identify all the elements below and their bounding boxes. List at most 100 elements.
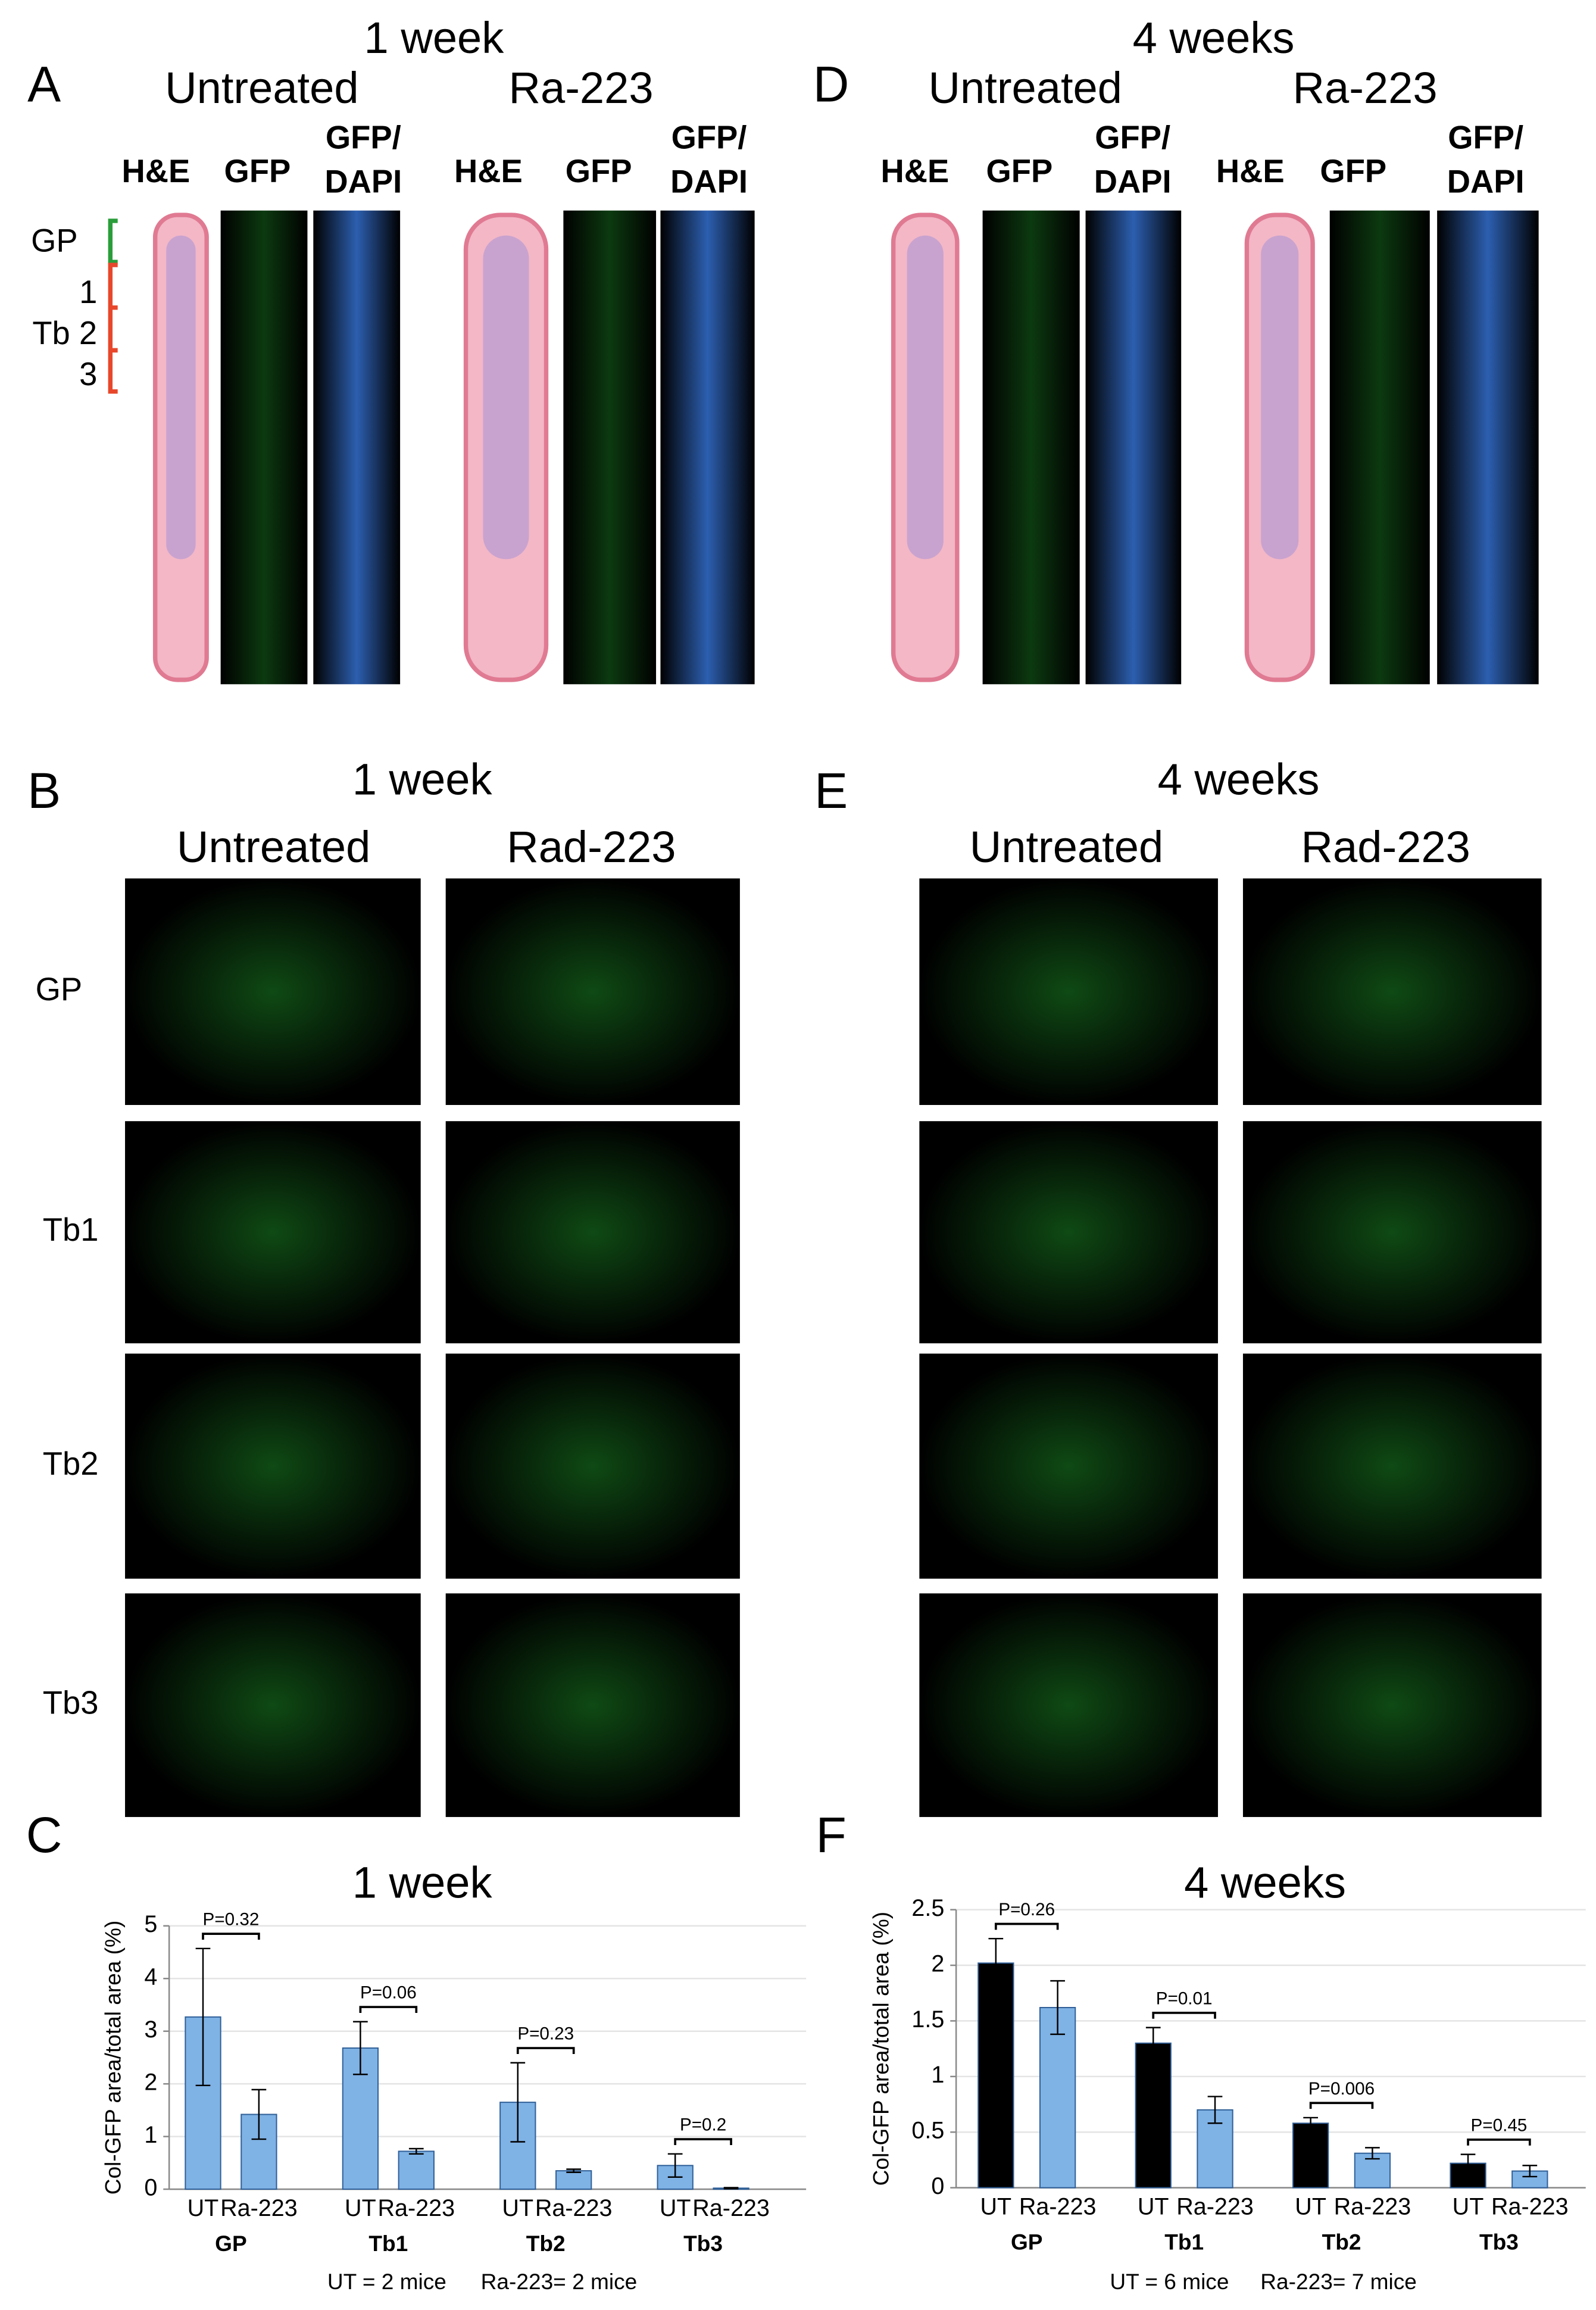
fluorescence-image [125,1121,421,1344]
fluorescence-image [445,878,740,1105]
fluorescence-image [1242,1121,1542,1344]
he-marrow [1261,235,1299,560]
y-tick-label: 5 [144,1911,157,1937]
panel-title: 4 weeks [1133,13,1295,63]
stain-label: H&E [454,153,523,189]
fluorescence-image [919,1121,1218,1344]
x-tick-label: Tb2 [526,2231,566,2256]
gfp-image [1329,210,1430,685]
bar [555,2170,592,2190]
bar [977,1962,1014,2189]
zone-label: 1 [79,274,97,310]
fluorescence-image [919,878,1218,1105]
y-tick-label: 0 [144,2175,157,2201]
error-bar [988,1937,1004,1989]
x-tick-label: Tb1 [1164,2229,1204,2254]
fluorescence-image [125,1353,421,1579]
dapi-image [660,210,755,685]
chart-title: 4 weeks [1184,1858,1346,1908]
p-bracket [202,1933,260,1940]
zone-label: Tb 2 [32,315,97,351]
x-tick-label: Tb1 [368,2231,408,2256]
chart-title: 1 week [352,1858,493,1908]
group-label: Rad-223 [1301,822,1470,872]
x-tick-label: GP [1011,2229,1043,2254]
series-label: Ra-223 [535,2195,613,2221]
stain-label: GFP/ [326,119,401,155]
stain-label: GFP/ [671,119,747,155]
error-bar [195,1947,211,2087]
fluorescence-image [919,1593,1218,1817]
error-bar [566,2168,582,2174]
panel-letter: F [816,1807,846,1863]
error-bar [723,2187,739,2190]
stain-label: DAPI [1447,164,1525,200]
p-bracket [674,2138,732,2145]
error-bar [1207,2096,1223,2124]
bar [1292,2122,1329,2189]
group-label: Rad-223 [507,822,676,872]
panel-letter: E [814,763,848,819]
y-tick-label: 0.5 [911,2118,944,2144]
series-label: UT [1138,2194,1169,2220]
series-label: UT [345,2195,376,2221]
row-label: Tb1 [43,1212,99,1248]
stain-label: DAPI [1094,164,1172,200]
p-bracket [516,2047,575,2054]
series-label: Ra-223 [1019,2194,1097,2220]
dapi-image [1085,210,1182,685]
stain-label: GFP [1320,153,1386,189]
y-tick-label: 1 [144,2122,157,2148]
series-label: Ra-223 [692,2195,770,2221]
y-tick-label: 1 [931,2062,944,2088]
fluorescence-image [125,878,421,1105]
series-label: UT [188,2195,219,2221]
panel-letter: D [813,57,849,113]
group-label: Untreated [165,63,358,113]
x-tick-label: Tb3 [683,2231,723,2256]
p-value: P=0.45 [1471,2115,1528,2135]
p-value: P=0.32 [203,1910,260,1930]
gp-bracket [108,218,118,264]
he-marrow [907,235,944,560]
error-bar [1303,2117,1318,2130]
x-tick-label: GP [215,2231,247,2256]
y-tick-label: 1.5 [911,2006,944,2033]
panel-title: 1 week [352,754,493,804]
bar [1135,2042,1172,2189]
p-value: P=0.2 [680,2115,726,2135]
stain-label: DAPI [324,164,402,200]
gfp-image [982,210,1080,685]
group-label: Untreated [929,63,1122,113]
panel-title: 4 weeks [1158,754,1320,804]
he-marrow [483,235,529,560]
p-value: P=0.006 [1308,2079,1375,2099]
p-value: P=0.23 [517,2024,574,2044]
error-bar [667,2153,683,2178]
fluorescence-image [1242,1593,1542,1817]
stain-label: GFP/ [1095,119,1170,155]
fluorescence-image [125,1593,421,1817]
tb-bracket [108,263,118,394]
error-bar [353,2021,368,2075]
series-label: Ra-223 [377,2195,455,2221]
p-bracket [1309,2102,1374,2109]
p-bracket [1152,2012,1216,2019]
fluorescence-image [1242,1353,1542,1579]
panel-title: 1 week [364,13,505,63]
fluorescence-image [919,1353,1218,1579]
series-label: Ra-223 [220,2195,298,2221]
p-bracket [994,1922,1059,1930]
dapi-image [313,210,401,685]
p-bracket [1467,2139,1531,2146]
stain-label: H&E [881,153,950,189]
error-bar [1050,1980,1065,2036]
series-label: UT [980,2194,1012,2220]
fluorescence-image [1242,878,1542,1105]
panel-letter: B [27,763,61,819]
zone-label: 3 [79,356,97,392]
stain-label: GFP [986,153,1053,189]
series-label: Ra-223 [1491,2194,1569,2220]
stain-label: GFP [224,153,291,189]
